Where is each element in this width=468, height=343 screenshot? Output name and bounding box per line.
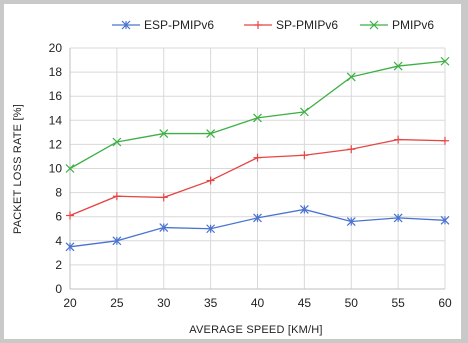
y-tick-label: 20	[49, 41, 63, 55]
legend-label: PMIPv6	[392, 18, 434, 32]
data-point	[300, 151, 309, 160]
data-point	[65, 242, 75, 252]
y-tick-label: 12	[49, 137, 63, 151]
legend-marker	[254, 21, 262, 29]
y-tick-label: 10	[49, 162, 63, 176]
tick-labels: 0 2 4 6 8 10 12 14 16 18 20 20 25 30 35 40 45 50 55 60	[49, 41, 452, 310]
data-point	[253, 113, 262, 123]
legend-marker	[121, 20, 131, 30]
y-tick-label: 2	[55, 258, 62, 272]
data-point	[112, 236, 122, 246]
data-point	[393, 213, 403, 223]
data-point	[346, 217, 356, 226]
data-point	[299, 107, 309, 117]
x-tick-label: 60	[438, 296, 452, 310]
data-point	[440, 215, 450, 225]
legend: ESP-PMIPv6 SP-PMIPv6 PMIPv6	[112, 18, 434, 32]
grid-lines	[69, 47, 446, 290]
x-tick-label: 30	[157, 296, 171, 310]
x-tick-label: 50	[345, 296, 359, 310]
legend-item: ESP-PMIPv6	[112, 18, 214, 32]
data-point	[206, 176, 215, 185]
legend-item: SP-PMIPv6	[244, 18, 338, 32]
data-point	[66, 211, 74, 220]
legend-marker	[369, 20, 379, 30]
data-point	[394, 135, 403, 144]
x-tick-label: 25	[110, 296, 124, 310]
x-tick-label: 55	[391, 296, 405, 310]
data-point	[440, 56, 450, 66]
line-chart: 0 2 4 6 8 10 12 14 16 18 20 20 25 30 35 40 45 50 55 60 ESP-…	[12, 18, 452, 336]
series-esp-pmipv6	[65, 205, 450, 252]
data-point	[347, 145, 356, 154]
y-tick-label: 0	[55, 282, 62, 296]
chart-figure: 0 2 4 6 8 10 12 14 16 18 20 20 25 30 35 40 45 50 55 60 ESP-…	[4, 4, 461, 339]
data-point	[393, 61, 403, 71]
y-tick-label: 16	[49, 89, 63, 103]
legend-item: PMIPv6	[360, 18, 434, 32]
legend-label: ESP-PMIPv6	[144, 18, 214, 32]
data-point	[159, 193, 168, 202]
y-tick-label: 8	[55, 186, 62, 200]
y-tick-label: 14	[49, 113, 63, 127]
x-tick-label: 40	[251, 296, 265, 310]
y-tick-label: 4	[55, 234, 62, 248]
data-point	[112, 192, 121, 201]
data-point	[159, 129, 169, 138]
series-sp-pmipv6	[66, 135, 449, 220]
data-point	[441, 136, 449, 145]
data-point	[299, 205, 309, 214]
legend-label: SP-PMIPv6	[276, 18, 338, 32]
data-point	[253, 213, 262, 223]
x-tick-label: 45	[298, 296, 312, 310]
data-point	[206, 224, 216, 234]
x-axis-title: AVERAGE SPEED [KM/H]	[189, 324, 322, 336]
x-tick-label: 35	[204, 296, 218, 310]
x-tick-label: 20	[63, 296, 77, 310]
series-lines	[65, 56, 450, 252]
data-point	[253, 153, 262, 162]
data-point	[206, 129, 216, 138]
series-pmipv6	[65, 56, 450, 173]
data-point	[65, 164, 75, 173]
data-point	[112, 137, 122, 147]
data-point	[346, 72, 356, 82]
y-tick-label: 6	[55, 210, 62, 224]
y-tick-label: 18	[49, 65, 63, 79]
y-axis-title: PACKET LOSS RATE [%]	[12, 104, 24, 234]
data-point	[159, 223, 169, 232]
